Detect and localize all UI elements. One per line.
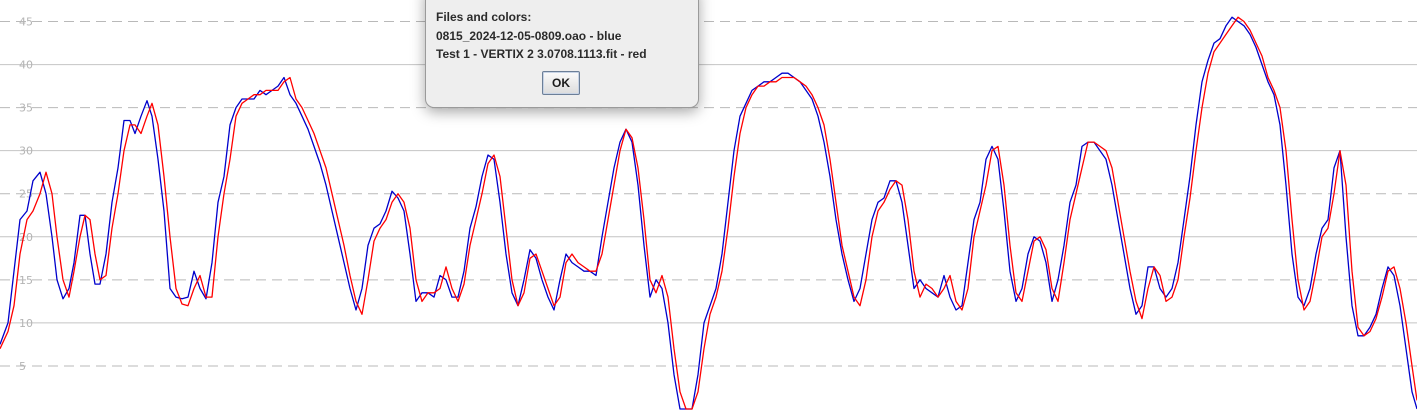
y-tick-label: 10 <box>19 317 33 330</box>
series-line-red <box>0 16 1417 410</box>
y-tick-label: 40 <box>19 59 33 72</box>
red-file-label: Test 1 - VERTIX 2 3.0708.1113.fit - red <box>436 47 647 61</box>
dialog-heading: Files and colors: <box>436 10 532 24</box>
y-tick-label: 35 <box>19 102 33 115</box>
series-line-blue <box>0 16 1417 410</box>
files-and-colors-dialog: Files and colors: 0815_2024-12-05-0809.o… <box>425 0 699 108</box>
grid-lines <box>0 21 1417 367</box>
ok-button[interactable]: OK <box>542 71 580 95</box>
y-tick-label: 15 <box>19 274 33 287</box>
y-tick-label: 30 <box>19 145 33 158</box>
y-tick-label: 45 <box>19 16 33 29</box>
y-tick-label: 5 <box>19 360 26 373</box>
blue-file-label: 0815_2024-12-05-0809.oao - blue <box>436 29 622 43</box>
y-tick-label: 20 <box>19 231 33 244</box>
chart-series <box>0 16 1417 410</box>
